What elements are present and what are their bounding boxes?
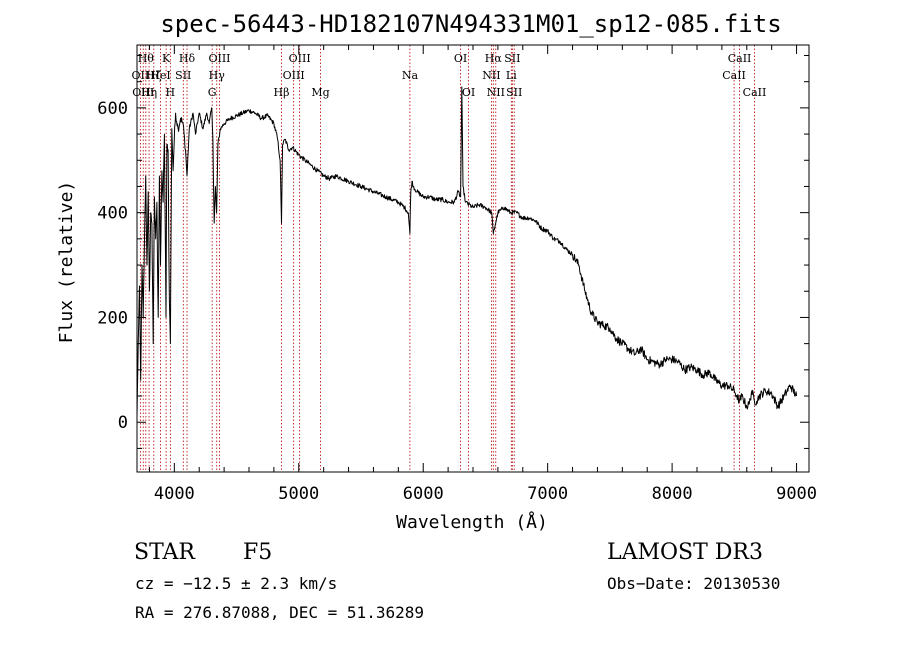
obs-date: Obs−Date: 20130530	[607, 574, 781, 593]
coordinates: RA = 276.87088, DEC = 51.36289	[135, 603, 424, 622]
redshift-text: cz = −12.5 ± 2.3 km/s	[135, 574, 338, 593]
survey-name: LAMOST DR3	[607, 540, 763, 565]
line-label-23: Li	[506, 69, 517, 82]
line-label-16: Mg	[311, 86, 329, 99]
line-label-17: Na	[402, 69, 419, 82]
x-tick-label: 9000	[776, 484, 817, 504]
x-axis-ticks: 4000 5000 6000 7000 8000 9000	[148, 45, 817, 504]
line-label-9: Hδ	[179, 52, 196, 65]
spectrum-group	[136, 86, 798, 418]
object-type: STAR	[134, 540, 195, 565]
y-tick-label: 600	[97, 99, 128, 119]
line-markers	[139, 45, 755, 472]
line-label-4: Hζ	[146, 69, 162, 82]
line-label-10: G	[208, 86, 217, 99]
y-tick-label: 200	[97, 308, 128, 328]
line-label-18: OI	[454, 52, 467, 65]
y-tick-label: 400	[97, 204, 128, 224]
line-label-28: CaII	[743, 86, 767, 99]
y-tick-label: 0	[118, 413, 128, 433]
line-label-3: Hη	[141, 86, 157, 99]
line-label-0: OII	[132, 69, 150, 82]
chart-title: spec-56443-HD182107N494331M01_sp12-085.f…	[160, 10, 781, 38]
line-label-5: HeI	[150, 69, 170, 82]
x-tick-label: 6000	[403, 484, 444, 504]
line-label-8: SII	[175, 69, 191, 82]
line-label-19: OI	[462, 86, 475, 99]
line-label-11: Hγ	[209, 69, 226, 82]
line-label-2: Hθ	[138, 52, 155, 65]
line-label-26: CaII	[722, 69, 746, 82]
plot-frame	[136, 44, 810, 473]
line-label-24: SII	[504, 52, 520, 65]
line-label-12: OIII	[208, 52, 230, 65]
line-label-25: SII	[506, 86, 522, 99]
x-tick-label: 7000	[527, 484, 568, 504]
x-tick-label: 5000	[278, 484, 319, 504]
line-label-14: OIII	[283, 69, 305, 82]
line-label-6: K	[162, 52, 171, 65]
line-label-13: Hβ	[274, 86, 290, 99]
line-label-20: NII	[482, 69, 500, 82]
x-tick-label: 4000	[154, 484, 195, 504]
y-axis-label: Flux (relative)	[56, 181, 77, 344]
y-axis-ticks: 0 200 400 600	[97, 54, 809, 449]
line-label-15: OIII	[289, 52, 311, 65]
x-axis-label: Wavelength (Å)	[396, 511, 548, 533]
x-tick-label: 8000	[652, 484, 693, 504]
line-label-21: Hα	[485, 52, 503, 65]
spectral-subclass: F5	[243, 540, 273, 565]
spectrum-series-flux	[136, 86, 798, 418]
line-label-22: NII	[487, 86, 505, 99]
line-label-7: H	[166, 86, 176, 99]
line-label-1: OIII	[132, 86, 154, 99]
line-label-27: CaII	[728, 52, 752, 65]
